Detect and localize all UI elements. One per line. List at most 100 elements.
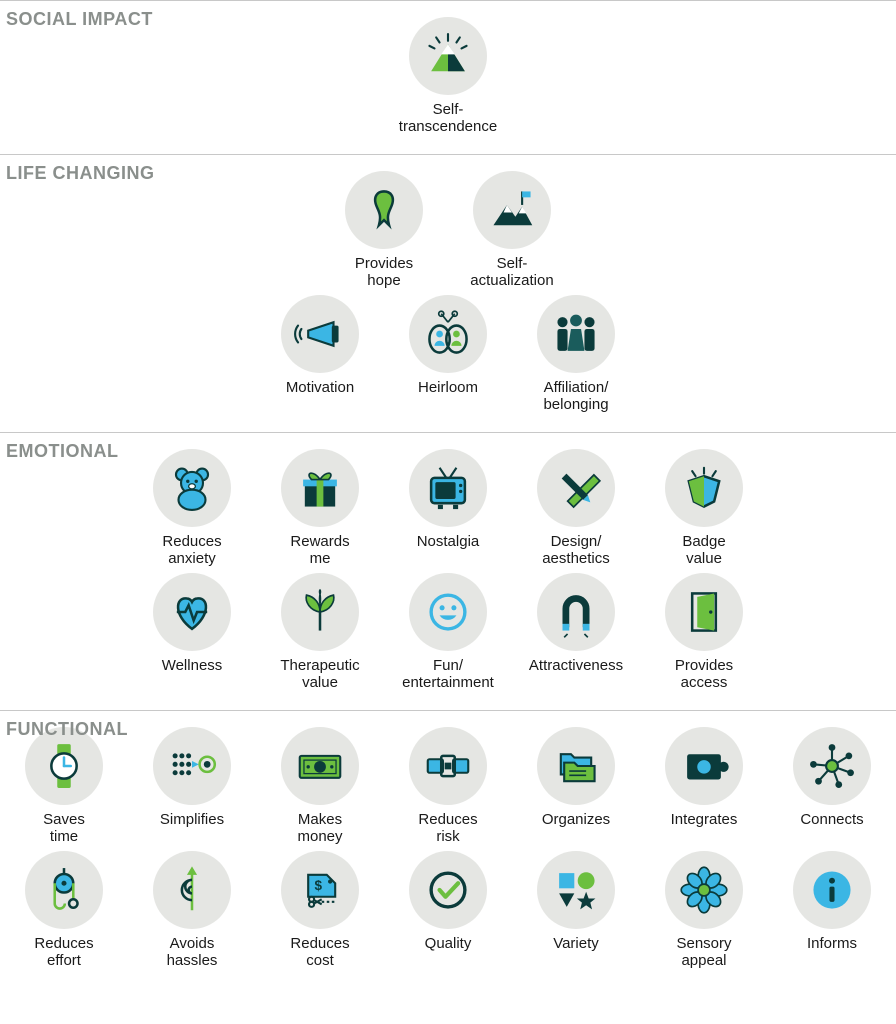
value-item-self-transcendence: Self-transcendence	[398, 17, 498, 136]
pyramid-row: Savestime Simplifies Makesmoney	[0, 727, 896, 846]
shield-badge-icon	[665, 449, 743, 527]
item-label: Attractiveness	[529, 657, 623, 674]
item-label: Reducesanxiety	[162, 533, 221, 568]
pyramid-row: Self-transcendence	[0, 17, 896, 136]
people-group-icon	[537, 295, 615, 373]
item-label: Nostalgia	[417, 533, 480, 550]
section-functional: FUNCTIONAL Savestime Simplifies	[0, 710, 896, 988]
value-item-badge-value: Badgevalue	[654, 449, 754, 568]
network-hub-icon	[793, 727, 871, 805]
section-title: SOCIAL IMPACT	[6, 9, 153, 30]
value-item-therapeutic: Therapeuticvalue	[270, 573, 370, 692]
magnet-icon	[537, 573, 615, 651]
heart-pulse-icon	[153, 573, 231, 651]
value-item-sensory-appeal: Sensoryappeal	[654, 851, 754, 970]
value-item-variety: Variety	[526, 851, 626, 970]
item-label: Self-transcendence	[399, 101, 497, 136]
value-item-provides-hope: Provideshope	[334, 171, 434, 290]
value-item-provides-access: Providesaccess	[654, 573, 754, 692]
item-label: Providesaccess	[675, 657, 733, 692]
locket-icon	[409, 295, 487, 373]
plant-icon	[281, 573, 359, 651]
value-item-heirloom: Heirloom	[398, 295, 498, 414]
item-label: Reducesrisk	[418, 811, 477, 846]
item-label: Avoidshassles	[167, 935, 218, 970]
section-emotional: EMOTIONAL Reducesanxiety Rewardsme	[0, 432, 896, 710]
value-item-reduces-effort: Reduceseffort	[14, 851, 114, 970]
item-label: Badgevalue	[682, 533, 725, 568]
pyramid-row: Provideshope Self-actualization	[0, 171, 896, 290]
pencil-ruler-icon	[537, 449, 615, 527]
flower-icon	[665, 851, 743, 929]
svg-text:$: $	[315, 878, 323, 893]
value-item-design-aesthetics: Design/aesthetics	[526, 449, 626, 568]
item-label: Integrates	[671, 811, 738, 828]
item-label: Therapeuticvalue	[280, 657, 359, 692]
price-tag-cut-icon: $	[281, 851, 359, 929]
item-label: Sensoryappeal	[676, 935, 731, 970]
value-item-affiliation: Affiliation/belonging	[526, 295, 626, 414]
check-circle-icon	[409, 851, 487, 929]
item-label: Informs	[807, 935, 857, 952]
value-item-makes-money: Makesmoney	[270, 727, 370, 846]
smile-icon	[409, 573, 487, 651]
mountain-flag-icon	[473, 171, 551, 249]
value-item-wellness: Wellness	[142, 573, 242, 692]
item-label: Design/aesthetics	[542, 533, 610, 568]
megaphone-icon	[281, 295, 359, 373]
puzzle-piece-icon	[665, 727, 743, 805]
value-item-saves-time: Savestime	[14, 727, 114, 846]
item-label: Affiliation/belonging	[543, 379, 608, 414]
item-label: Rewardsme	[290, 533, 349, 568]
item-label: Connects	[800, 811, 863, 828]
pyramid-row: Wellness Therapeuticvalue Fun/entertainm…	[0, 573, 896, 692]
value-item-organizes: Organizes	[526, 727, 626, 846]
money-bill-icon	[281, 727, 359, 805]
section-life-changing: LIFE CHANGING Provideshope Self-actualiz…	[0, 154, 896, 432]
value-item-integrates: Integrates	[654, 727, 754, 846]
value-item-fun: Fun/entertainment	[398, 573, 498, 692]
folders-icon	[537, 727, 615, 805]
section-title: FUNCTIONAL	[6, 719, 128, 740]
value-item-quality: Quality	[398, 851, 498, 970]
item-label: Motivation	[286, 379, 354, 396]
value-item-self-actualization: Self-actualization	[462, 171, 562, 290]
item-label: Wellness	[162, 657, 223, 674]
pyramid-row: Reducesanxiety Rewardsme Nostalgia	[0, 449, 896, 568]
value-item-nostalgia: Nostalgia	[398, 449, 498, 568]
ribbon-icon	[345, 171, 423, 249]
value-item-informs: Informs	[782, 851, 882, 970]
item-label: Simplifies	[160, 811, 224, 828]
pyramid-row: Motivation Heirloom Affiliation/belongin…	[0, 295, 896, 414]
spiral-arrow-icon	[153, 851, 231, 929]
value-item-simplifies: Simplifies	[142, 727, 242, 846]
value-item-rewards-me: Rewardsme	[270, 449, 370, 568]
door-icon	[665, 573, 743, 651]
pyramid-rays-icon	[409, 17, 487, 95]
item-label: Variety	[553, 935, 599, 952]
pulley-icon	[25, 851, 103, 929]
item-label: Reduceseffort	[34, 935, 93, 970]
old-tv-icon	[409, 449, 487, 527]
item-label: Quality	[425, 935, 472, 952]
value-item-attractiveness: Attractiveness	[526, 573, 626, 692]
info-icon	[793, 851, 871, 929]
teddy-icon	[153, 449, 231, 527]
item-label: Reducescost	[290, 935, 349, 970]
value-item-connects: Connects	[782, 727, 882, 846]
simplify-dots-icon	[153, 727, 231, 805]
item-label: Provideshope	[355, 255, 413, 290]
shapes-icon	[537, 851, 615, 929]
item-label: Makesmoney	[297, 811, 342, 846]
item-label: Heirloom	[418, 379, 478, 396]
pyramid-row: Reduceseffort Avoidshassles $ Reducescos…	[0, 851, 896, 970]
section-title: LIFE CHANGING	[6, 163, 155, 184]
item-label: Organizes	[542, 811, 610, 828]
value-item-reduces-anxiety: Reducesanxiety	[142, 449, 242, 568]
gift-icon	[281, 449, 359, 527]
value-item-reduces-cost: $ Reducescost	[270, 851, 370, 970]
item-label: Fun/entertainment	[402, 657, 494, 692]
value-item-reduces-risk: Reducesrisk	[398, 727, 498, 846]
seatbelt-icon	[409, 727, 487, 805]
section-title: EMOTIONAL	[6, 441, 119, 462]
